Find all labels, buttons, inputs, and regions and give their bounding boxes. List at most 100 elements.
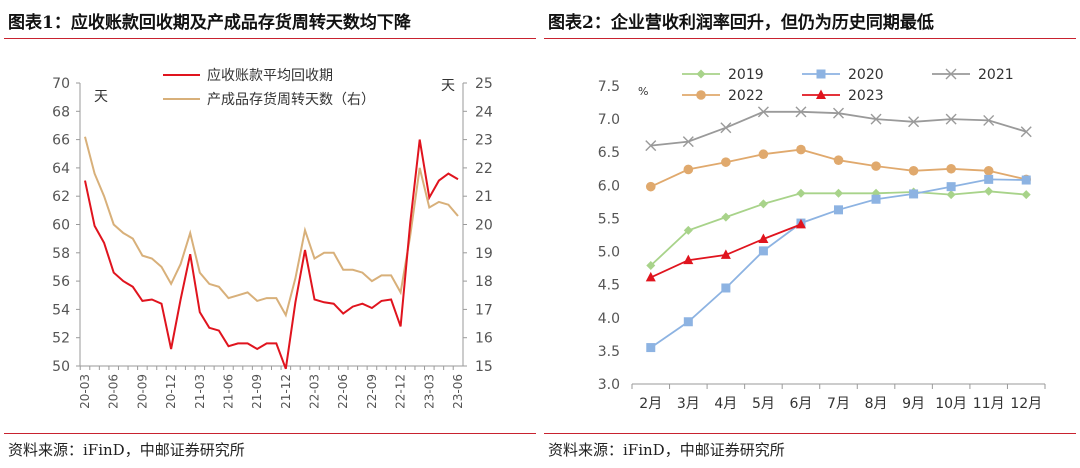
x-tick-label: 2月 <box>639 396 662 412</box>
data-point-2020 <box>683 317 693 327</box>
y-tick-label: 5.0 <box>598 245 620 261</box>
right-y-tick-label: 19 <box>475 246 493 262</box>
right-y-tick-label: 23 <box>475 133 493 149</box>
series-line-2020 <box>650 178 1027 349</box>
right-source-note: 资料来源：iFinD，中邮证券研究所 <box>548 441 785 459</box>
data-point-2022 <box>946 163 956 174</box>
y-tick-label: 4.5 <box>598 278 620 294</box>
data-point-2021 <box>870 113 882 125</box>
y-tick-label: 3.0 <box>598 377 620 393</box>
legend-label-2021: 2021 <box>978 67 1014 83</box>
right-y-tick-label: 17 <box>475 302 493 318</box>
inventory-days-line <box>84 136 459 318</box>
series-line-2019 <box>650 190 1027 267</box>
left-y-tick-label: 62 <box>52 189 70 205</box>
left-source-note: 资料来源：iFinD，中邮证券研究所 <box>8 441 245 459</box>
data-point-2019 <box>683 225 693 235</box>
x-tick-label: 20-06 <box>107 374 121 409</box>
right-chart-svg: 7.5 7.0 6.5 6.0 5.5 5.0 4.5 4.0 3.5 3.0% 2月 3月 4月 5月 6… <box>598 67 1046 412</box>
data-point-2020 <box>909 189 919 199</box>
x-tick-label: 20-09 <box>135 374 149 409</box>
x-tick-label: 20-03 <box>78 374 92 409</box>
left-y-tick-label: 54 <box>52 302 70 318</box>
y-tick-label: 6.5 <box>598 145 620 161</box>
data-point-2021 <box>833 107 844 119</box>
y-tick-label: 7.5 <box>598 79 620 95</box>
receivable-period-line <box>84 139 459 370</box>
x-tick-label: 5月 <box>752 396 775 412</box>
x-tick-label: 10月 <box>935 396 967 412</box>
data-point-2021 <box>983 114 995 126</box>
y-tick-label: 7.0 <box>598 112 620 128</box>
x-tick-label: 7月 <box>827 396 850 412</box>
data-point-2022 <box>833 155 844 165</box>
right-axis-unit: 天 <box>441 78 455 94</box>
left-chart-panel: 图表1：应收账款回收期及产成品存货周转天数均下降 70 68 66 64 62 60 58 5… <box>4 13 536 459</box>
data-point-2023 <box>758 233 769 243</box>
x-tick-label: 3月 <box>677 396 700 412</box>
data-point-2022 <box>983 165 994 176</box>
left-y-tick-label: 66 <box>52 133 70 149</box>
data-point-2022 <box>908 165 919 176</box>
legend-marker-2022 <box>696 90 706 100</box>
data-point-2019 <box>646 260 656 270</box>
data-point-2022 <box>796 144 806 155</box>
data-point-2020 <box>1021 175 1031 185</box>
data-point-2020 <box>984 174 994 184</box>
data-point-2021 <box>908 116 920 128</box>
data-point-2019 <box>796 188 806 198</box>
data-point-2019 <box>721 212 731 222</box>
left-y-tick-label: 52 <box>52 331 70 347</box>
x-tick-label: 20-12 <box>164 374 178 409</box>
right-y-tick-label: 24 <box>475 104 493 120</box>
data-point-2019 <box>758 199 768 209</box>
data-point-2023 <box>683 254 694 265</box>
data-point-2021 <box>945 113 957 125</box>
right-y-tick-label: 25 <box>475 76 493 92</box>
legend-marker-2019 <box>696 69 706 79</box>
y-tick-label: 6.0 <box>598 178 620 194</box>
data-point-2021 <box>1020 126 1032 138</box>
x-tick-label: 8月 <box>865 396 888 412</box>
y-axis-unit: % <box>638 85 648 98</box>
data-point-2019 <box>834 188 843 198</box>
left-y-tick-label: 64 <box>52 161 70 177</box>
x-tick-label: 4月 <box>714 396 737 412</box>
x-tick-label: 22-09 <box>365 374 379 409</box>
legend-label-2022: 2022 <box>728 88 764 104</box>
legend-marker-2020 <box>816 69 826 79</box>
left-y-tick-label: 68 <box>52 104 70 120</box>
data-point-2022 <box>721 157 731 167</box>
x-tick-label: 22-06 <box>336 374 350 409</box>
right-y-tick-label: 22 <box>475 161 493 177</box>
data-point-2020 <box>834 205 843 215</box>
x-tick-label: 21-03 <box>193 374 207 409</box>
data-point-2021 <box>757 106 769 118</box>
data-point-2019 <box>946 190 956 200</box>
data-point-2021 <box>720 122 732 134</box>
left-y-tick-label: 50 <box>52 359 70 375</box>
legend-marker-2023 <box>816 89 826 99</box>
left-y-tick-label: 58 <box>52 246 70 262</box>
series-line-2021 <box>650 110 1027 147</box>
left-chart-svg: 70 68 66 64 62 60 58 56 54 52 50 25 24 23 22 21 20 19 18 17… <box>52 67 493 409</box>
data-point-2020 <box>721 283 731 293</box>
right-chart-title: 图表2：企业营收利润率回升，但仍为历史同期最低 <box>548 13 934 33</box>
legend-label-2019: 2019 <box>728 67 764 83</box>
left-axis-unit: 天 <box>94 89 108 105</box>
legend-inventory-label: 产成品存货周转天数（右） <box>207 91 375 108</box>
y-tick-label: 4.0 <box>598 311 620 327</box>
data-point-2019 <box>1021 190 1031 200</box>
x-tick-label: 12月 <box>1010 396 1042 412</box>
data-point-2023 <box>720 249 731 259</box>
x-tick-label: 21-12 <box>279 374 293 409</box>
right-y-tick-label: 21 <box>475 189 493 205</box>
data-point-2022 <box>871 161 881 171</box>
data-point-2022 <box>645 181 656 192</box>
series-line-2022 <box>650 148 1027 188</box>
x-tick-label: 21-06 <box>221 374 235 409</box>
right-y-tick-label: 16 <box>475 331 493 347</box>
x-tick-label: 23-03 <box>422 374 436 409</box>
x-tick-label: 21-09 <box>250 374 264 409</box>
right-bottom-rule <box>544 433 1076 434</box>
